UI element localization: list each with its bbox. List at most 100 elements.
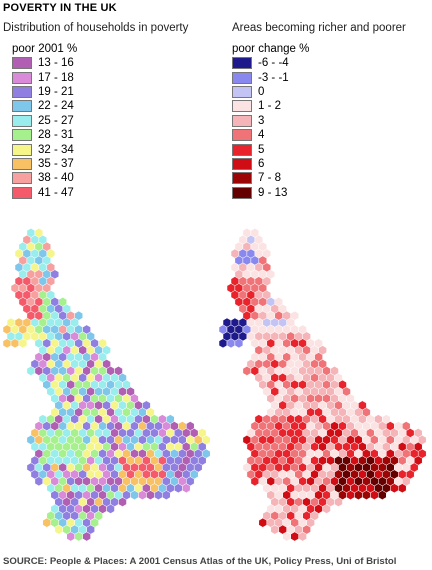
hex-cell: [250, 476, 260, 487]
right-subtitle: Areas becoming richer and poorer: [232, 22, 406, 34]
right-legend-swatch: [232, 186, 252, 199]
right-legend-row: 4: [232, 128, 372, 142]
left-legend-label: 41 - 47: [38, 186, 74, 199]
hex-cell: [398, 483, 407, 494]
left-legend-label: 22 - 24: [38, 100, 74, 113]
right-legend-swatch: [232, 114, 252, 127]
hex-cell: [174, 483, 183, 494]
left-legend-label: 32 - 34: [38, 143, 74, 156]
left-legend-label: 38 - 40: [38, 172, 74, 185]
hex-cell: [298, 531, 307, 542]
hex-cell: [290, 531, 299, 542]
left-legend-row: 25 - 27: [12, 114, 152, 128]
hex-cell: [66, 531, 75, 542]
hex-cell: [10, 338, 20, 349]
poverty-change-hex-map: [218, 228, 427, 542]
right-legend-swatch: [232, 129, 252, 142]
right-legend-label: 1 - 2: [258, 100, 282, 113]
right-legend-swatch: [232, 172, 252, 185]
right-legend-swatch: [232, 57, 252, 70]
left-legend-swatch: [12, 100, 32, 113]
left-legend-swatch: [12, 85, 32, 98]
right-legend-title: poor change %: [232, 43, 310, 55]
left-legend-row: 38 - 40: [12, 171, 152, 185]
left-legend-label: 28 - 31: [38, 129, 74, 142]
hex-cell: [354, 490, 363, 500]
left-legend-row: 17 - 18: [12, 70, 152, 84]
right-legend-label: 5: [258, 143, 265, 156]
right-legend-label: -6 - -4: [258, 57, 289, 70]
hex-cell: [54, 524, 64, 535]
left-legend-row: 13 - 16: [12, 56, 152, 70]
hex-cell: [162, 490, 171, 500]
hex-cell: [154, 490, 163, 500]
hex-cell: [2, 338, 12, 349]
source-credit: SOURCE: People & Places: A 2001 Census A…: [3, 556, 397, 567]
right-legend-row: 7 - 8: [232, 171, 372, 185]
left-legend-swatch: [12, 143, 32, 156]
left-legend-swatch: [12, 57, 32, 70]
right-legend-row: 0: [232, 85, 372, 99]
right-legend-swatch: [232, 143, 252, 156]
hex-cell: [146, 490, 155, 500]
right-legend-row: 6: [232, 157, 372, 171]
hex-cell: [82, 531, 91, 542]
left-legend-label: 19 - 21: [38, 85, 74, 98]
left-legend-swatch: [12, 71, 32, 84]
hex-cell: [226, 338, 236, 349]
right-legend-label: -3 - -1: [258, 71, 289, 84]
right-legend-row: -6 - -4: [232, 56, 372, 70]
left-legend-row: 41 - 47: [12, 186, 152, 200]
left-legend-label: 25 - 27: [38, 114, 74, 127]
hex-cell: [118, 497, 127, 507]
page-title: POVERTY IN THE UK: [3, 2, 117, 14]
right-legend-row: 9 - 13: [232, 186, 372, 200]
hex-cell: [26, 366, 36, 376]
hex-cell: [182, 483, 191, 494]
hex-cell: [138, 490, 147, 500]
right-legend-label: 0: [258, 85, 265, 98]
left-legend-row: 28 - 31: [12, 128, 152, 142]
right-legend-label: 6: [258, 157, 265, 170]
left-legend-swatch: [12, 186, 32, 199]
hex-cell: [334, 497, 343, 507]
left-legend: poor 2001 % 13 - 16 17 - 18 19 - 21 22 - 24…: [12, 42, 152, 200]
left-legend-swatch: [12, 157, 32, 170]
left-legend-row: 22 - 24: [12, 99, 152, 113]
left-subtitle: Distribution of households in poverty: [3, 22, 189, 34]
right-legend-row: -3 - -1: [232, 70, 372, 84]
hex-cell: [218, 338, 228, 349]
hex-cell: [42, 517, 52, 528]
right-legend-swatch: [232, 100, 252, 113]
hex-cell: [74, 531, 83, 542]
hex-cell: [390, 483, 399, 494]
hex-cell: [370, 490, 379, 500]
left-legend-label: 13 - 16: [38, 57, 74, 70]
right-legend-label: 9 - 13: [258, 186, 288, 199]
right-legend-label: 4: [258, 129, 265, 142]
left-legend-row: 19 - 21: [12, 85, 152, 99]
right-legend-row: 1 - 2: [232, 99, 372, 113]
hex-cell: [270, 524, 280, 535]
left-legend-label: 17 - 18: [38, 71, 74, 84]
right-legend-label: 3: [258, 114, 265, 127]
poverty-hex-map: [2, 228, 211, 542]
hex-cell: [282, 531, 291, 542]
right-legend-swatch: [232, 157, 252, 170]
right-legend-swatch: [232, 71, 252, 84]
right-legend-label: 7 - 8: [258, 172, 282, 185]
hex-cell: [234, 338, 244, 349]
hex-cell: [106, 504, 115, 514]
right-legend-row: 5: [232, 142, 372, 156]
left-legend-label: 35 - 37: [38, 157, 74, 170]
hex-cell: [130, 490, 139, 500]
left-legend-swatch: [12, 129, 32, 142]
hex-cell: [34, 476, 44, 487]
right-legend-row: 3: [232, 114, 372, 128]
hex-cell: [242, 366, 252, 376]
left-legend-title: poor 2001 %: [12, 43, 78, 55]
hex-cell: [322, 504, 331, 514]
left-legend-row: 35 - 37: [12, 157, 152, 171]
left-legend-swatch: [12, 172, 32, 185]
